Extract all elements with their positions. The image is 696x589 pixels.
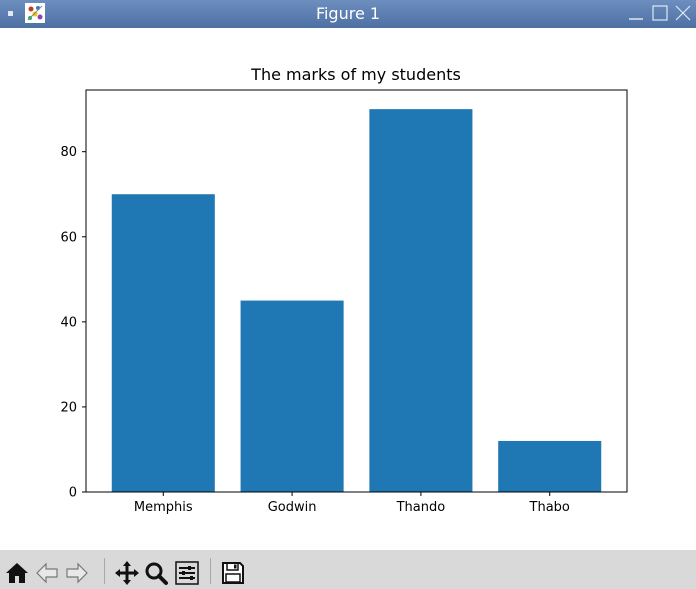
toolbar-separator [104, 558, 105, 584]
magnifier-icon[interactable] [143, 560, 169, 586]
figure-canvas[interactable]: The marks of my students 0 20 40 60 80 Memph… [0, 28, 696, 550]
maximize-icon[interactable] [651, 4, 669, 22]
y-tick-label: 80 [60, 145, 77, 160]
app-icon [25, 3, 45, 23]
home-icon[interactable] [4, 560, 30, 586]
window-titlebar[interactable]: Figure 1 [0, 0, 696, 28]
bar-memphis [111, 194, 215, 492]
chart-title: The marks of my students [250, 65, 461, 84]
close-icon[interactable] [674, 4, 692, 22]
x-tick-label: Thando [396, 500, 446, 515]
toolbar-separator [210, 558, 211, 584]
window-menu-icon[interactable] [8, 11, 13, 16]
move-icon[interactable] [114, 560, 140, 586]
bar-godwin [240, 300, 344, 492]
y-tick-label: 60 [60, 230, 77, 245]
bar-thabo [498, 440, 602, 492]
y-tick-label: 40 [60, 315, 77, 330]
y-tick-label: 20 [60, 400, 77, 415]
minimize-icon[interactable] [627, 4, 645, 22]
sliders-icon[interactable] [174, 560, 200, 586]
bar-chart: The marks of my students 0 20 40 60 80 Memph… [60, 65, 628, 515]
bar-thando [369, 109, 473, 493]
y-tick-label: 0 [69, 486, 77, 501]
navigation-toolbar [0, 550, 696, 589]
x-tick-label: Godwin [268, 500, 317, 515]
floppy-disk-icon[interactable] [220, 560, 246, 586]
arrow-left-icon[interactable] [34, 560, 60, 586]
arrow-right-icon[interactable] [64, 560, 90, 586]
window-title: Figure 1 [315, 4, 381, 23]
x-tick-label: Memphis [134, 500, 193, 515]
x-tick-label: Thabo [529, 500, 570, 515]
axes-frame [85, 89, 628, 493]
